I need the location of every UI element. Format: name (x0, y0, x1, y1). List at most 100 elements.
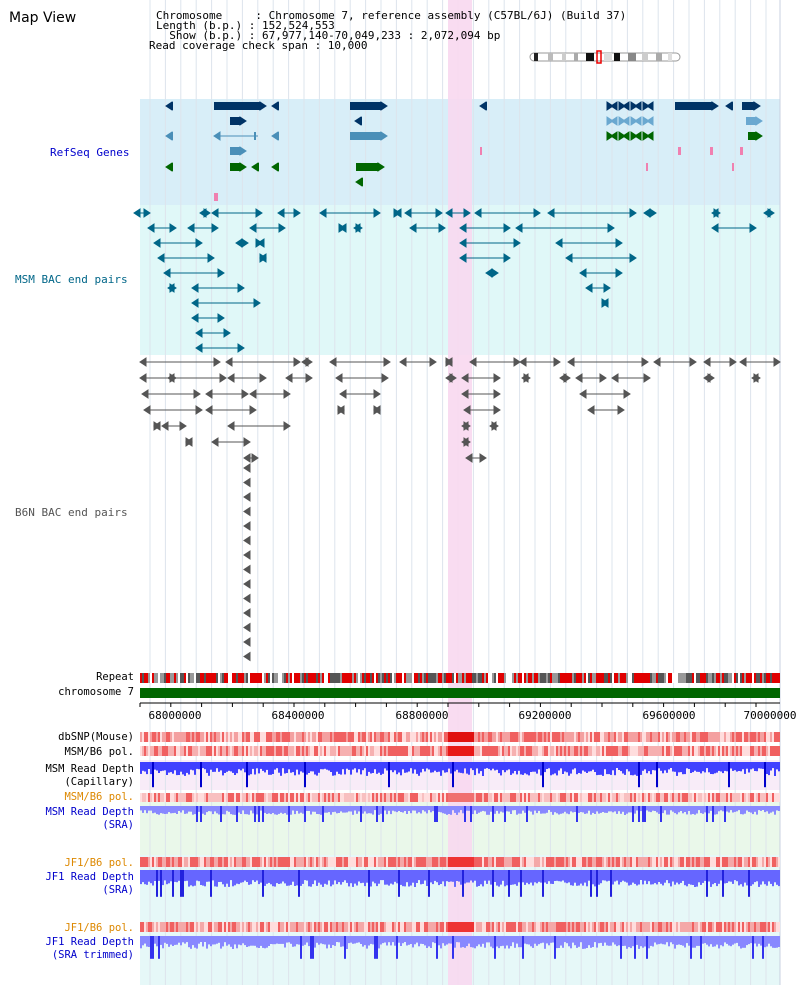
depth-bar (184, 870, 186, 882)
repeat-segment (336, 673, 338, 683)
heat-cell (606, 746, 608, 756)
heat-cell (348, 732, 350, 742)
depth-bar (326, 870, 328, 885)
heat-cell (226, 922, 228, 932)
repeat-segment (644, 673, 646, 683)
depth-bar (382, 870, 384, 881)
heat-cell (388, 746, 390, 756)
depth-bar (202, 936, 204, 947)
repeat-segment (738, 673, 740, 683)
track-label-chromosome[interactable]: chromosome 7 (58, 686, 134, 698)
read-depth-tracks[interactable] (140, 762, 780, 959)
heat-cell (184, 746, 186, 756)
repeat-segment (142, 673, 144, 683)
heat-cell (332, 857, 334, 867)
depth-bar (352, 936, 354, 944)
track-label-refseq[interactable]: RefSeq Genes (50, 146, 130, 159)
depth-bar (690, 762, 692, 773)
bac-end (513, 357, 521, 367)
bac-end (459, 238, 467, 248)
msm-bac-features[interactable] (133, 208, 775, 353)
repeat-segment (488, 673, 490, 683)
heat-cell (246, 857, 248, 867)
depth-bar (388, 806, 390, 811)
depth-bar (484, 870, 486, 881)
heat-cell (390, 922, 392, 932)
heat-cell (360, 746, 362, 756)
track-label-b6n-bac[interactable]: B6N BAC end pairs (15, 506, 128, 519)
heat-cell (548, 732, 550, 742)
heat-cell (722, 857, 724, 867)
track-label-msm-pol-1[interactable]: MSM/B6 pol. (64, 746, 134, 758)
heat-cell (368, 732, 370, 742)
depth-bar (758, 806, 760, 811)
track-label-jf1-pol-1[interactable]: JF1/B6 pol. (64, 857, 134, 869)
heat-cell (668, 857, 670, 867)
depth-bar (680, 936, 682, 945)
heat-cell (656, 732, 658, 742)
depth-bar (702, 806, 704, 814)
repeat-track[interactable] (140, 673, 780, 683)
heat-cell (548, 857, 550, 867)
polymorphism-heat-tracks[interactable] (140, 732, 780, 932)
depth-bar (306, 936, 308, 943)
heat-cell (466, 857, 468, 867)
depth-bar (406, 762, 408, 773)
bac-end (474, 208, 482, 218)
tick-label: 68400000 (272, 709, 325, 722)
depth-bar (520, 870, 522, 897)
depth-bar (154, 762, 156, 770)
heat-cell (714, 793, 716, 802)
ideogram-marker (596, 50, 602, 64)
track-label-msm-bac[interactable]: MSM BAC end pairs (15, 273, 128, 286)
heat-cell (756, 857, 758, 867)
heat-cell (356, 857, 358, 867)
heat-cell (556, 922, 558, 932)
depth-bar (318, 806, 320, 815)
track-label-msm-pol-2[interactable]: MSM/B6 pol. (64, 791, 134, 803)
depth-bar (542, 762, 544, 788)
heat-cell (238, 857, 240, 867)
track-label-jf1-depth-trim[interactable]: JF1 Read Depth (45, 936, 134, 948)
depth-bar (158, 870, 160, 881)
heat-cell (758, 732, 760, 742)
heat-cell (310, 922, 312, 932)
track-label-jf1-depth-sra[interactable]: JF1 Read Depth (45, 871, 134, 883)
heat-cell (408, 922, 410, 932)
chromosome-ideogram[interactable] (529, 50, 681, 64)
track-label-dbsnp[interactable]: dbSNP(Mouse) (58, 731, 134, 743)
depth-bar (408, 936, 410, 945)
chromosome-bar[interactable] (140, 688, 780, 698)
repeat-segment (746, 673, 748, 683)
depth-bar (638, 762, 640, 788)
depth-bar (274, 870, 276, 887)
refseq-genes-features[interactable] (165, 101, 763, 201)
track-label-repeat[interactable]: Repeat (96, 671, 134, 683)
heat-cell (544, 793, 546, 802)
heat-cell (226, 732, 228, 742)
track-label-msm-depth-cap[interactable]: MSM Read Depth (45, 763, 134, 775)
heat-cell (164, 746, 166, 756)
depth-bar (402, 870, 404, 887)
heat-cell (232, 793, 234, 802)
heat-cell (316, 857, 318, 867)
heat-cell (426, 732, 428, 742)
heat-cell (444, 922, 446, 932)
depth-bar (222, 870, 224, 885)
heat-cell (726, 732, 728, 742)
heat-cell (640, 793, 642, 802)
bac-end (243, 535, 251, 546)
b6n-bac-features[interactable] (139, 357, 781, 662)
track-label-jf1-pol-2[interactable]: JF1/B6 pol. (64, 922, 134, 934)
heat-cell (296, 857, 298, 867)
heat-cell (162, 746, 164, 756)
heat-cell (598, 793, 600, 802)
depth-bar (430, 936, 432, 948)
heat-cell (340, 732, 342, 742)
track-label-msm-depth-sra[interactable]: MSM Read Depth (45, 806, 134, 818)
heat-cell (480, 793, 482, 802)
depth-bar (578, 806, 580, 813)
repeat-segment (236, 673, 238, 683)
heat-cell (520, 793, 522, 802)
